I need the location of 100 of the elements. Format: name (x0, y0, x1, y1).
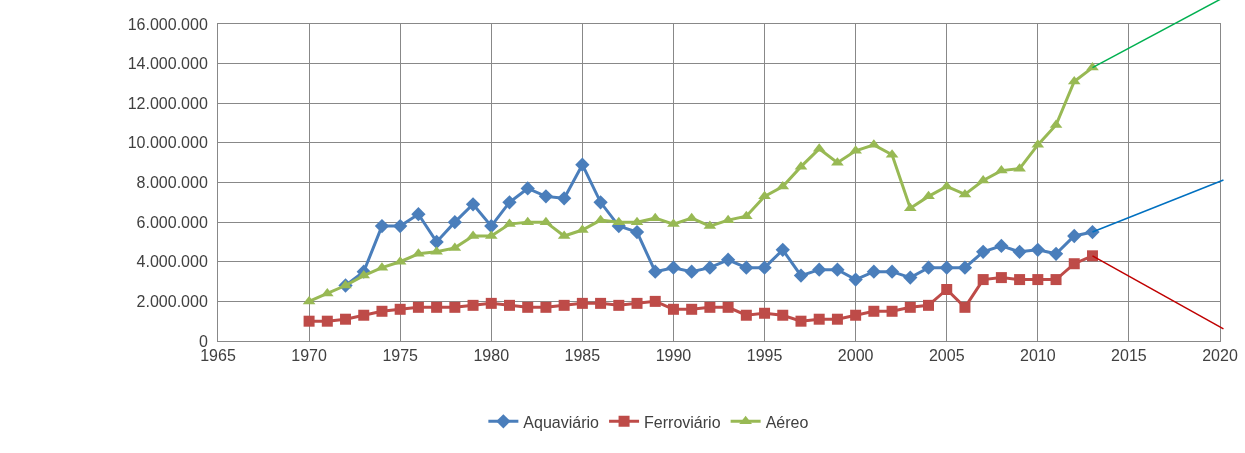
point (613, 299, 625, 311)
point (393, 218, 408, 234)
x-tick-label: 1965 (200, 347, 236, 365)
point (758, 190, 771, 200)
x-tick-label: 2010 (1020, 347, 1056, 365)
point (757, 260, 772, 275)
point (702, 260, 718, 275)
point (686, 303, 698, 315)
point (759, 307, 771, 319)
point (431, 301, 443, 313)
point (1030, 242, 1045, 258)
point (684, 264, 699, 279)
point (903, 270, 918, 285)
point (923, 299, 935, 311)
point (777, 309, 789, 321)
point (557, 191, 572, 206)
point (649, 295, 661, 307)
x-tick-label: 2015 (1111, 347, 1147, 365)
point (775, 242, 790, 258)
point (903, 202, 917, 212)
point (739, 260, 754, 275)
point (376, 305, 388, 317)
point (959, 301, 971, 313)
point (886, 305, 898, 317)
point (412, 301, 424, 313)
point (884, 264, 900, 279)
x-tick-label: 1985 (564, 347, 601, 365)
legend-label: Aquaviário (523, 413, 600, 431)
point (904, 301, 916, 313)
point (1014, 274, 1026, 286)
y-tick-label: 0 (198, 332, 208, 350)
point (666, 260, 681, 275)
point (958, 188, 972, 198)
point (848, 272, 863, 287)
point (465, 197, 481, 212)
point (1012, 244, 1027, 259)
point (520, 181, 535, 196)
point (575, 157, 590, 172)
x-tick-label: 1990 (655, 347, 692, 365)
point (1050, 274, 1062, 286)
point (302, 295, 316, 305)
point (813, 313, 825, 325)
point (941, 283, 953, 295)
point (629, 224, 645, 240)
point (303, 315, 315, 327)
point (321, 315, 333, 327)
x-tick-label: 2005 (928, 347, 965, 365)
point (502, 195, 517, 210)
point (977, 274, 989, 286)
point (374, 218, 390, 234)
point (358, 309, 370, 321)
point (503, 299, 515, 311)
point (484, 218, 499, 234)
point (1067, 75, 1081, 85)
y-tick-label: 8.000.000 (136, 174, 208, 192)
point (576, 297, 588, 309)
point (1048, 246, 1064, 261)
point (720, 252, 736, 267)
point (994, 238, 1009, 254)
point (957, 260, 973, 275)
x-tick-label: 2000 (837, 347, 874, 365)
point (850, 309, 862, 321)
x-tick-label: 1970 (291, 347, 327, 365)
point (595, 297, 607, 309)
point (1067, 228, 1082, 244)
point (995, 272, 1007, 284)
legend-label: Aéreo (765, 413, 809, 431)
point (776, 180, 790, 190)
y-tick-label: 12.000.000 (127, 94, 208, 112)
point (540, 301, 552, 313)
point (922, 190, 935, 200)
point (485, 297, 497, 309)
point (320, 287, 334, 297)
x-tick-label: 2020 (1202, 347, 1238, 365)
point (1068, 258, 1080, 270)
point (429, 234, 444, 250)
point (868, 305, 880, 317)
point (449, 301, 461, 313)
y-tick-label: 6.000.000 (136, 213, 208, 231)
point (538, 189, 554, 204)
point (831, 313, 843, 325)
point (1086, 250, 1098, 262)
point (976, 244, 991, 259)
point (340, 313, 352, 325)
point (866, 264, 881, 279)
point (447, 214, 462, 230)
point (939, 260, 954, 275)
point (631, 297, 643, 309)
legend-label: Ferroviário (644, 413, 721, 431)
point (558, 299, 570, 311)
point (704, 301, 716, 313)
point (812, 262, 827, 277)
x-tick-label: 1975 (382, 347, 419, 365)
x-tick-label: 1980 (473, 347, 510, 365)
point (793, 268, 809, 283)
point (522, 301, 534, 313)
y-tick-label: 10.000.000 (127, 134, 208, 152)
point (667, 303, 679, 315)
point (411, 207, 426, 222)
point (940, 180, 954, 190)
